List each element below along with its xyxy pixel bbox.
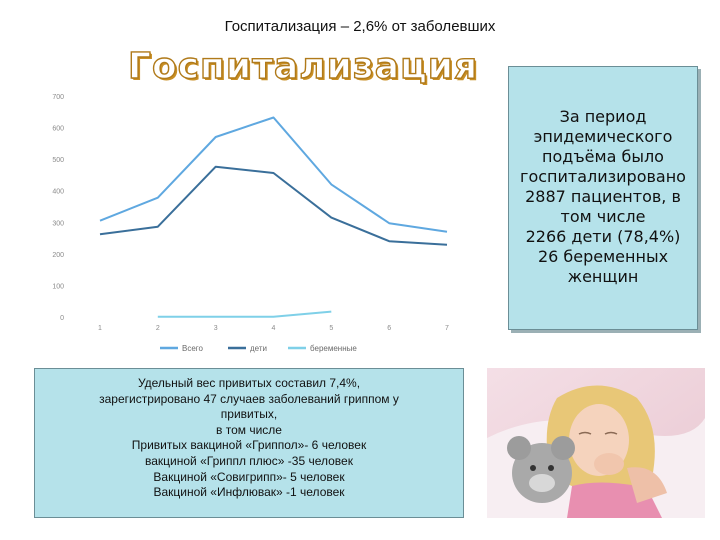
vaccination-line: вакциной «Гриппл плюс» -35 человек [145, 453, 353, 468]
x-tick-label: 3 [214, 325, 218, 332]
info-line: 2887 пациентов, в [525, 187, 681, 206]
info-line: эпидемического [533, 127, 673, 146]
x-tick-label: 5 [329, 325, 333, 332]
series-line-дети [99, 165, 448, 246]
x-tick-label: 7 [445, 325, 449, 332]
hospitalization-info-box: За период эпидемического подъёма было го… [508, 66, 698, 330]
series-line-беременные [157, 310, 332, 318]
info-line: подъёма было [542, 147, 664, 166]
y-tick-label: 600 [52, 126, 64, 133]
vaccination-line: Вакциной «Инфлювак» -1 человек [153, 485, 345, 500]
slide-title: Госпитализация [127, 45, 479, 87]
legend-label: дети [250, 344, 267, 353]
vaccination-line: привитых, [220, 407, 278, 422]
info-line: женщин [567, 267, 639, 286]
vaccination-info-box: Удельный вес привитых составил 7,4%, зар… [34, 368, 464, 518]
y-tick-label: 200 [52, 252, 64, 259]
legend-label: беременные [310, 344, 357, 353]
y-tick-label: 0 [60, 315, 64, 322]
top-caption: Госпитализация – 2,6% от заболевших [224, 18, 496, 35]
info-line: госпитализировано [520, 167, 686, 186]
y-tick-label: 300 [52, 220, 64, 227]
x-tick-label: 2 [156, 325, 160, 332]
y-tick-label: 700 [52, 94, 64, 101]
x-axis-ticks: 1 2 3 4 5 6 7 [98, 325, 449, 332]
vaccination-line: зарегистрировано 47 случаев заболеваний … [99, 391, 399, 406]
series-lines [99, 116, 448, 318]
x-tick-label: 4 [272, 325, 276, 332]
info-line: 26 беременных [537, 247, 669, 266]
x-tick-label: 6 [387, 325, 391, 332]
chart-legend: Всего дети беременные [160, 344, 357, 353]
legend-label: Всего [182, 344, 204, 353]
info-line: За период [559, 107, 647, 126]
vaccination-line: в том числе [216, 422, 282, 437]
info-line: том числе [560, 207, 646, 226]
vaccination-line: Удельный вес привитых составил 7,4%, [137, 376, 361, 390]
y-tick-label: 400 [52, 189, 64, 196]
sick-child-photo [487, 368, 705, 518]
vaccination-line: Привитых вакциной «Гриппол»- 6 человек [131, 438, 367, 453]
x-tick-label: 1 [98, 325, 102, 332]
info-line: 2266 дети (78,4%) [525, 227, 681, 246]
y-tick-label: 500 [52, 157, 64, 164]
hospitalization-line-chart: 0 100 200 300 400 500 600 700 1 2 3 4 5 6 7 Всего дети… [52, 94, 449, 353]
y-axis-ticks: 0 100 200 300 400 500 600 700 [52, 94, 64, 322]
series-line-Всего [99, 116, 448, 233]
vaccination-line: Вакциной «Совигрипп»- 5 человек [153, 469, 345, 484]
y-tick-label: 100 [52, 283, 64, 290]
